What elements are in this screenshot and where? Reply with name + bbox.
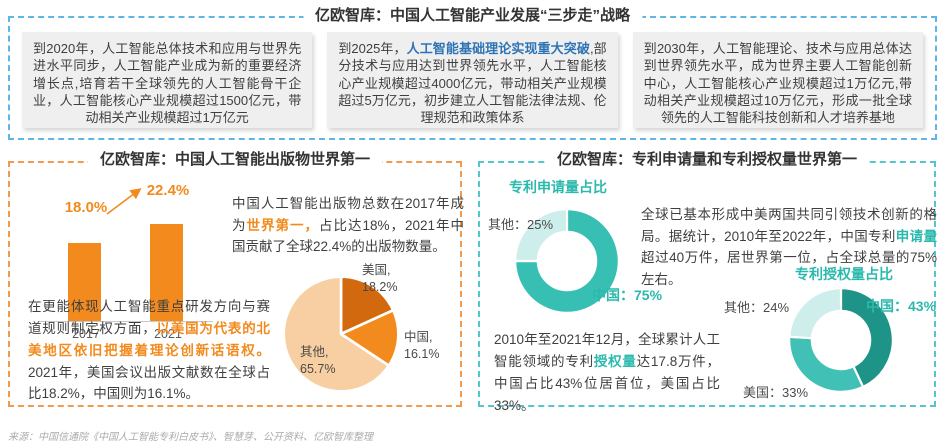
- grants-summary: 2010年至2021年12月，全球累计人工智能领域的专利授权量达17.8万件，中…: [494, 329, 720, 416]
- source-note: 来源：中国信通院《中国人工智能专利白皮书》、智慧芽、公开资料、亿欧智库整理: [8, 432, 373, 443]
- patents-section-title: 亿欧智库：专利申请量和专利授权量世界第一: [544, 151, 870, 169]
- grants-donut-title: 专利授权量占比: [795, 266, 893, 282]
- pie-slice-其他: [282, 275, 391, 393]
- publications-summary-highlight: 世界第一，: [246, 217, 319, 233]
- bar-2017: [68, 243, 101, 321]
- step-2025-text-rest: ,部分技术与应用达到世界领先水平，人工智能核心产业规模超过4000亿元，带动相关…: [338, 41, 607, 126]
- strategy-panel: 到2020年，人工智能总体技术和应用与世界先进水平同步，人工智能产业成为新的重要…: [8, 16, 937, 140]
- bar-category-2021: 2021: [154, 327, 182, 341]
- pie-label-usa-value: 18.2%: [362, 279, 398, 294]
- pie-slice-其他: [788, 287, 843, 340]
- step-2025-highlight: 人工智能基础理论实现重大突破: [406, 41, 590, 56]
- publications-summary-text: 中国人工智能出版物总数在2017年成为: [232, 196, 464, 233]
- bar-chart-axis: [38, 321, 213, 322]
- publications-section: 亿欧智库：中国人工智能出版物世界第一 18.0% 22.4% 2017 2021…: [8, 148, 464, 407]
- conference-summary-rest: 2021年，美国会议出版文献数在全球占比18.2%，中国则为16.1%。: [28, 364, 270, 402]
- pie-slice-中国: [839, 287, 894, 388]
- grants-donut-chart: [788, 287, 894, 393]
- pie-label-usa-name: 美国,: [362, 263, 391, 277]
- strategy-step-2025: 到2025年，人工智能基础理论实现重大突破,部分技术与应用达到世界领先水平，人工…: [327, 32, 618, 128]
- patents-panel: 专利申请量占比 其他：25% 中国：75% 全球已基本形成中美两国共同引领技术创…: [478, 161, 937, 413]
- conference-summary-highlight: 以美国为代表的北美地区依旧把握着理论创新话语权。: [28, 320, 270, 358]
- conference-summary-text: 在更能体现人工智能重点研发方向与赛道规则制定权方面，: [28, 299, 270, 336]
- bar-2021: [150, 224, 183, 321]
- strategy-step-2030: 到2030年，人工智能理论、技术与应用总体达到世界领先水平，成为世界主要人工智能…: [632, 32, 923, 128]
- grants-label-china: 中国：43%: [866, 298, 937, 314]
- grants-summary-highlight: 授权量: [593, 353, 637, 369]
- pie-label-china: 中国, 16.1%: [404, 329, 439, 362]
- patents-section: 亿欧智库：专利申请量和专利授权量世界第一 专利申请量占比 其他：25% 中国：7…: [478, 148, 937, 413]
- applications-label-china: 中国：75%: [592, 287, 663, 303]
- publications-panel: 18.0% 22.4% 2017 2021 中国人工智能出版物总数在2017年成…: [8, 161, 464, 407]
- pie-label-other: 其他, 65.7%: [300, 344, 335, 377]
- pie-label-other-name: 其他,: [300, 345, 329, 359]
- pie-label-other-value: 65.7%: [300, 361, 336, 376]
- grants-label-other: 其他：24%: [724, 300, 790, 315]
- applications-summary-rest: 超过40万件，居世界第一位，占全球总量的75%左右。: [641, 250, 937, 287]
- publications-pie-chart: [282, 275, 400, 393]
- publications-section-title: 亿欧智库：中国人工智能出版物世界第一: [87, 151, 383, 169]
- grants-summary-rest: 达17.8万件，中国占比43%位居首位，美国占比33%。: [494, 353, 720, 413]
- applications-donut-chart: [514, 208, 620, 314]
- bar-value-label-2017: 18.0%: [64, 199, 108, 216]
- applications-summary-highlight: 申请量: [895, 228, 937, 244]
- growth-arrow-icon: [106, 188, 142, 215]
- conference-summary: 在更能体现人工智能重点研发方向与赛道规则制定权方面，以美国为代表的北美地区依旧把…: [28, 296, 270, 405]
- step-2025-text: 到2025年，: [338, 41, 407, 56]
- bar-value-label-2021: 22.4%: [146, 182, 190, 199]
- applications-summary: 全球已基本形成中美两国共同引领技术创新的格局。据统计，2010年至2022年，中…: [641, 204, 937, 290]
- grants-summary-text: 2010年至2021年12月，全球累计人工智能领域的专利: [494, 332, 720, 369]
- pie-slice-其他: [514, 208, 569, 263]
- bar-category-2017: 2017: [72, 327, 100, 341]
- pie-label-usa: 美国, 18.2%: [362, 262, 397, 295]
- pie-slice-美国: [339, 275, 395, 336]
- grants-label-usa: 美国：33%: [743, 385, 809, 400]
- step-2020-text: 到2020年，人工智能总体技术和应用与世界先进水平同步，人工智能产业成为新的重要…: [33, 41, 302, 126]
- step-2030-text: 到2030年，人工智能理论、技术与应用总体达到世界领先水平，成为世界主要人工智能…: [643, 41, 912, 126]
- strategy-section-title: 亿欧智库：中国人工智能产业发展“三步走”战略: [302, 7, 643, 25]
- pie-label-china-value: 16.1%: [404, 346, 440, 361]
- strategy-section: 亿欧智库：中国人工智能产业发展“三步走”战略 到2020年，人工智能总体技术和应…: [8, 4, 937, 140]
- pie-label-china-name: 中国,: [404, 330, 433, 344]
- applications-donut-title: 专利申请量占比: [509, 179, 607, 195]
- publications-summary-rest: 占比达18%，2021年中国贡献了全球22.4%的出版物数量。: [232, 217, 465, 255]
- publications-summary: 中国人工智能出版物总数在2017年成为世界第一，占比达18%，2021年中国贡献…: [232, 193, 464, 258]
- applications-label-other: 其他：25%: [488, 217, 554, 232]
- strategy-step-2020: 到2020年，人工智能总体技术和应用与世界先进水平同步，人工智能产业成为新的重要…: [22, 32, 313, 128]
- pie-slice-中国: [514, 208, 620, 314]
- pie-slice-中国: [339, 308, 400, 367]
- applications-summary-text: 全球已基本形成中美两国共同引领技术创新的格局。据统计，2010年至2022年，中…: [641, 207, 937, 244]
